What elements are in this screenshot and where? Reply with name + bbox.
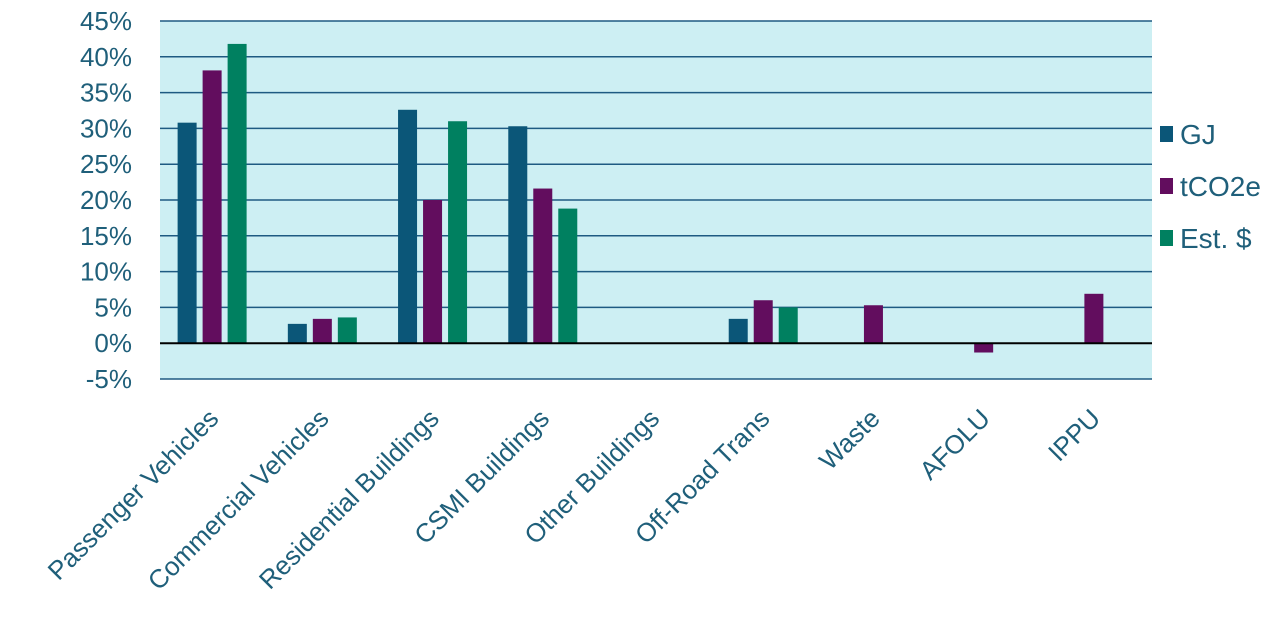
bar-tco2e	[423, 200, 443, 344]
bar-tco2e	[974, 343, 994, 353]
y-tick-label: 45%	[80, 6, 132, 36]
bar-est	[448, 121, 468, 344]
legend-swatch	[1160, 178, 1173, 194]
bar-gj	[398, 109, 418, 344]
bar-tco2e	[533, 188, 553, 344]
bar-tco2e	[202, 70, 222, 344]
y-tick-label: 35%	[80, 78, 132, 108]
bar-tco2e	[312, 318, 332, 344]
x-category-label: Residential Buildings	[253, 403, 445, 595]
legend-swatch	[1160, 230, 1173, 246]
legend: GJ tCO2e Est. $	[1160, 119, 1261, 254]
bar-gj	[177, 122, 197, 344]
x-category-label: AFOLU	[913, 403, 996, 486]
y-tick-label: 30%	[80, 113, 132, 143]
y-tick-label: 10%	[80, 257, 132, 287]
y-tick-label: 0%	[94, 328, 132, 358]
bar-gj	[728, 318, 748, 344]
y-tick-label: -5%	[86, 364, 132, 394]
bar-gj	[508, 126, 528, 344]
bar-tco2e	[1084, 293, 1104, 344]
y-tick-label: 25%	[80, 149, 132, 179]
y-tick-label: 15%	[80, 221, 132, 251]
bar-gj	[287, 323, 307, 344]
y-tick-label: 40%	[80, 42, 132, 72]
x-category-label: IPPU	[1042, 403, 1106, 467]
bars	[177, 43, 1104, 353]
legend-label: tCO2e	[1180, 171, 1261, 202]
legend-label: Est. $	[1180, 223, 1252, 254]
x-category-label: Waste	[813, 403, 886, 476]
x-category-label: Commercial Vehicles	[142, 403, 335, 596]
y-axis-ticks: -5% 0% 5% 10% 15% 20% 25% 30% 35% 40% 45%	[80, 6, 132, 394]
bar-tco2e	[753, 300, 773, 344]
bar-est	[778, 307, 798, 344]
legend-label: GJ	[1180, 119, 1216, 150]
bar-tco2e	[863, 305, 883, 344]
bar-est	[227, 43, 247, 344]
bar-est	[558, 208, 578, 344]
y-tick-label: 20%	[80, 185, 132, 215]
bar-est	[337, 317, 357, 344]
y-tick-label: 5%	[94, 292, 132, 322]
legend-swatch	[1160, 126, 1173, 142]
